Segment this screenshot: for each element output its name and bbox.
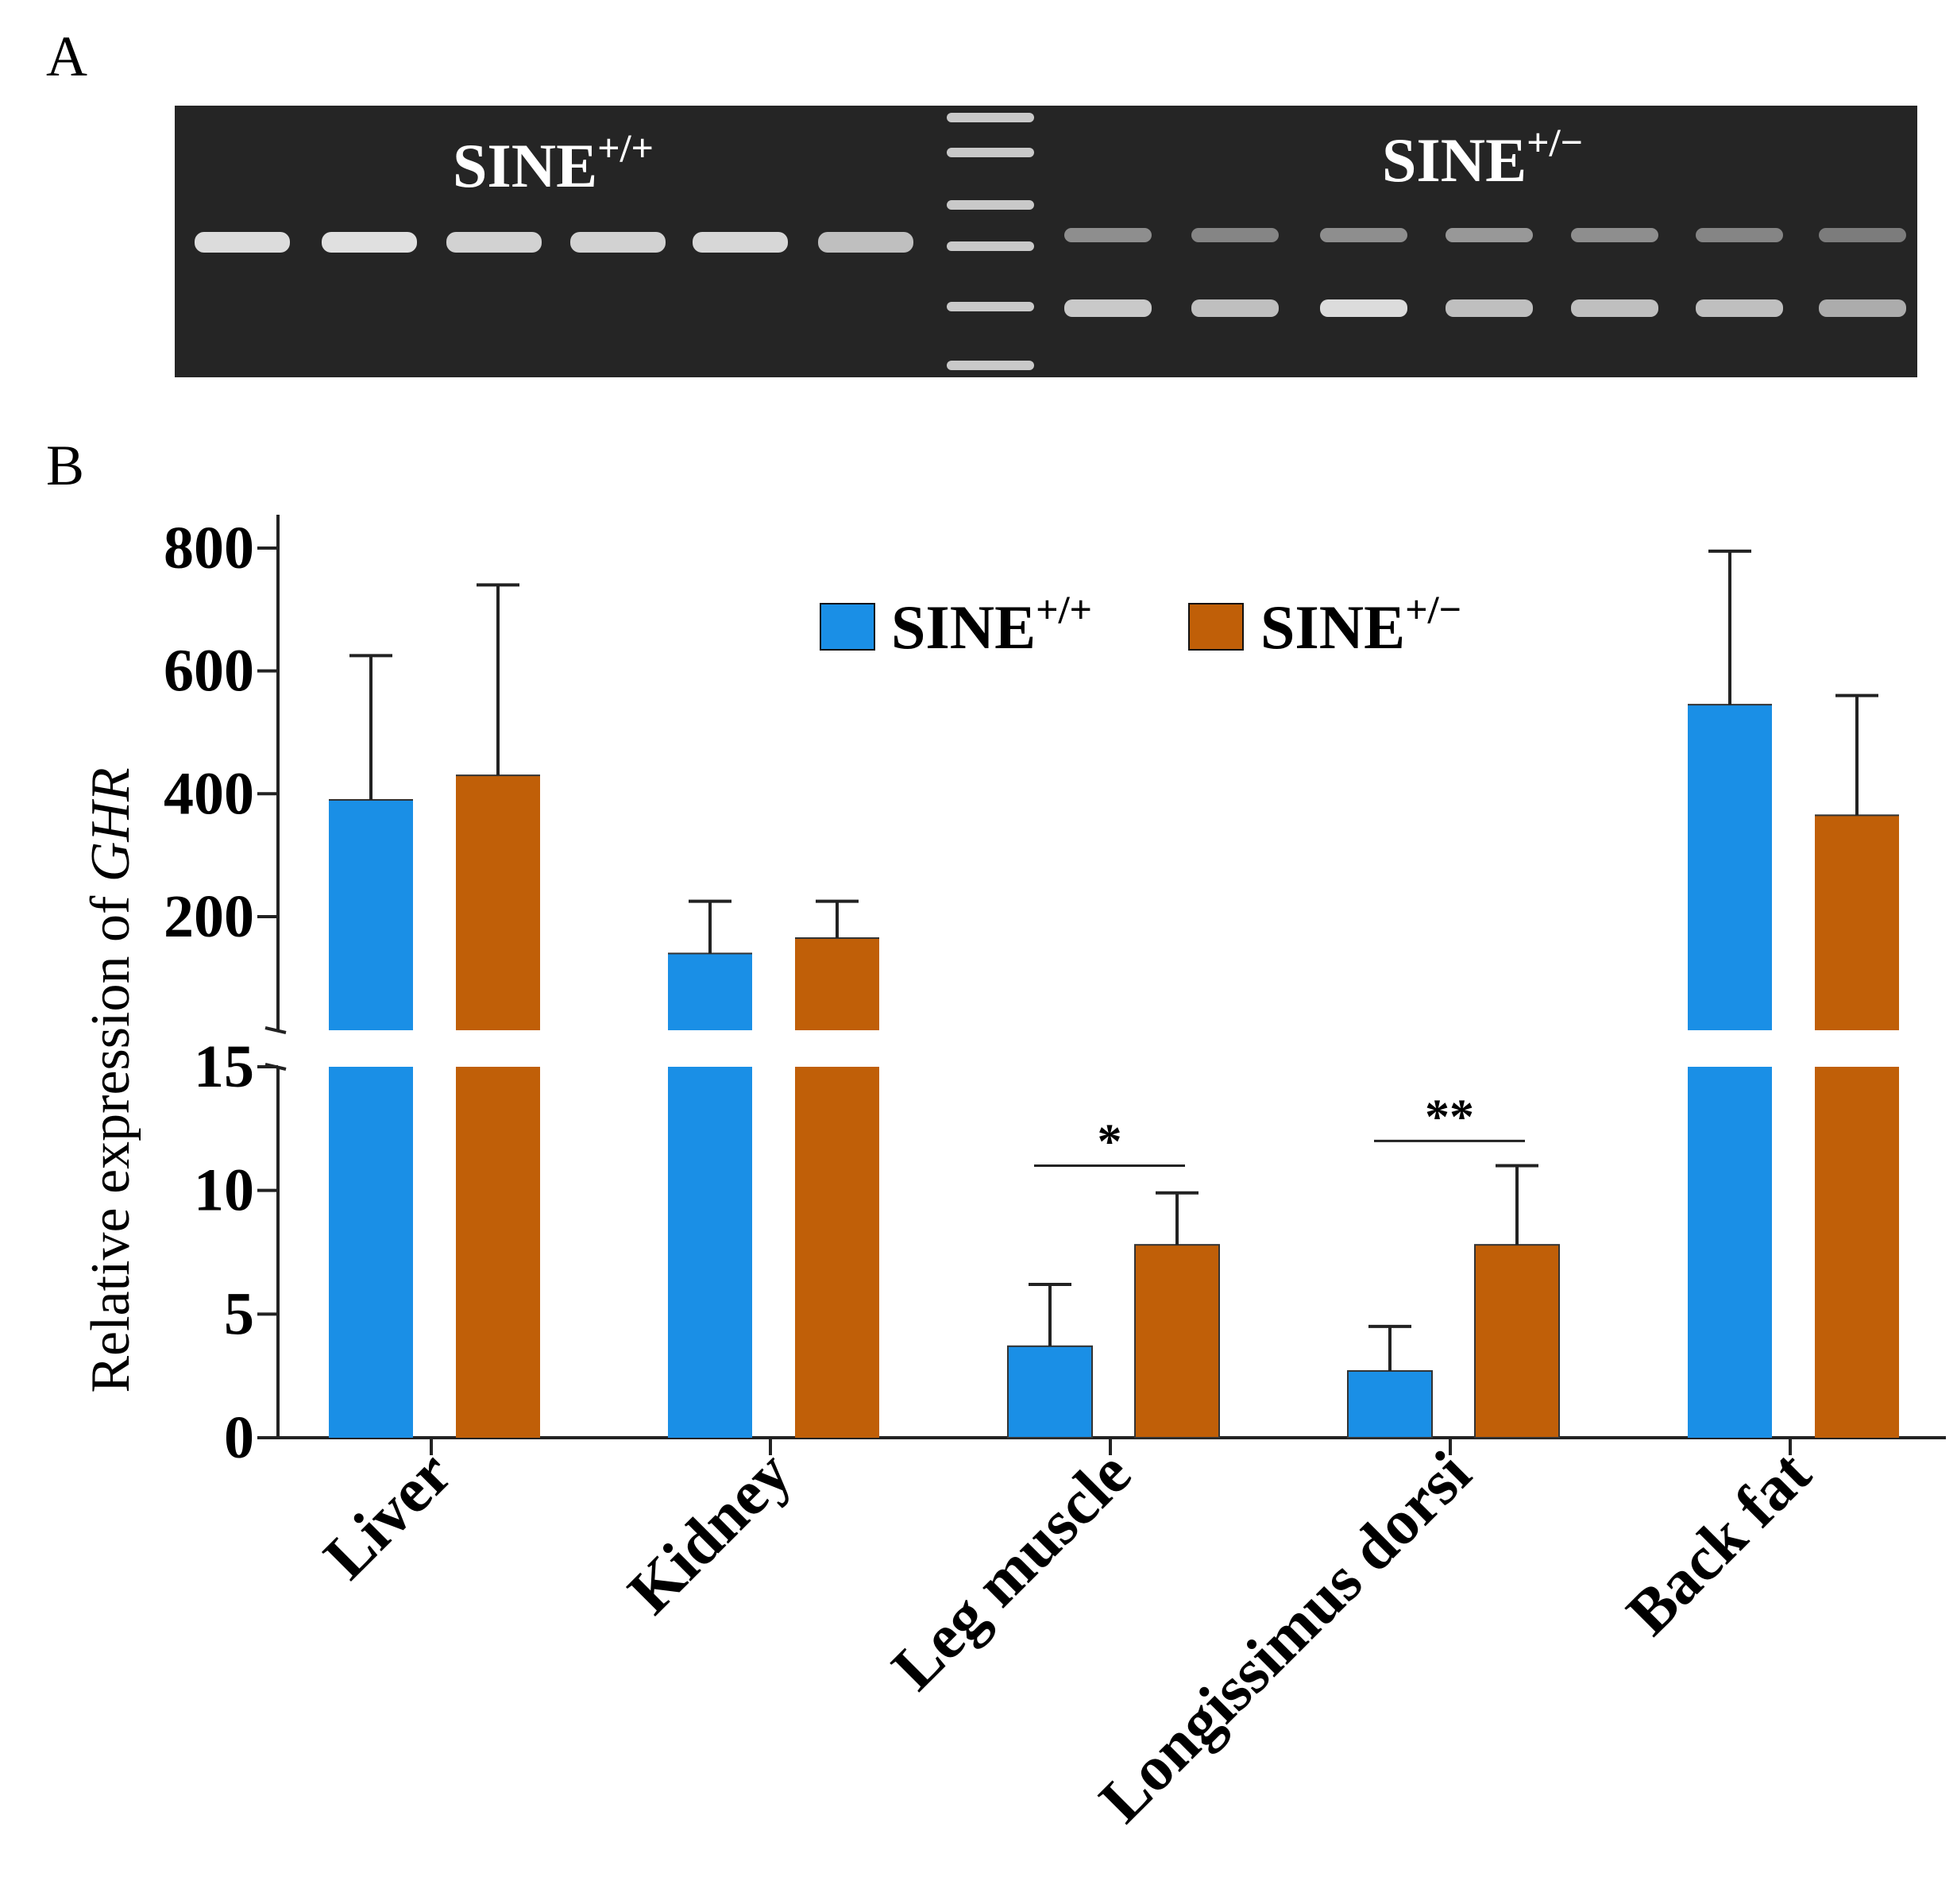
bar-rect [1007, 1345, 1093, 1439]
y-axis-title-gene: GHR [80, 767, 141, 882]
gel-label-sine-homozygous: SINE+/+ [453, 126, 654, 200]
gel-label-sine-heterozygous: SINE+/− [1382, 120, 1583, 195]
bar-kidney-sine-heterozygous [795, 899, 879, 1438]
bar-rect-upper-segment [1688, 705, 1772, 1030]
x-tick-label-leg-muscle: Leg muscle [879, 1439, 1144, 1704]
bar-rect-lower-segment [329, 1067, 413, 1438]
significance-marker-longissimus-dorsi: ** [1425, 1090, 1474, 1144]
ladder-band-5 [947, 302, 1034, 311]
y-tick-label-upper-200: 200 [164, 883, 254, 950]
bar-leg-muscle-sine-heterozygous [1134, 1191, 1220, 1439]
legend-swatch-sine-heterozygous [1188, 603, 1244, 651]
bar-back-fat-sine-heterozygous [1815, 693, 1899, 1438]
gel-image [175, 106, 1917, 377]
y-tick-label-lower-15: 15 [194, 1033, 254, 1100]
legend-left-sup: +/+ [1036, 587, 1092, 631]
bar-rect-upper-segment [456, 775, 540, 1030]
bar-rect-lower-segment [1815, 1067, 1899, 1438]
x-tick-label-liver: Liver [311, 1439, 465, 1593]
y-tick-label-upper-400: 400 [164, 760, 254, 827]
gel-band-right-lower-lane-6 [1696, 299, 1783, 317]
gel-band-left-lane-4 [570, 232, 666, 253]
ladder-band-2 [947, 148, 1034, 157]
bar-kidney-sine-homozygous [668, 899, 752, 1438]
gel-band-left-lane-2 [322, 232, 417, 253]
gel-band-right-upper-lane-1 [1064, 228, 1152, 242]
bar-rect [1134, 1244, 1220, 1439]
bar-longissimus-dorsi-sine-heterozygous [1474, 1164, 1560, 1439]
bar-back-fat-sine-homozygous [1688, 549, 1772, 1438]
gel-band-right-lower-lane-5 [1571, 299, 1658, 317]
bar-rect-lower-segment [456, 1067, 540, 1438]
gel-band-left-lane-3 [446, 232, 542, 253]
gel-band-left-lane-1 [195, 232, 290, 253]
bar-rect [1347, 1369, 1433, 1439]
bar-leg-muscle-sine-homozygous [1007, 1282, 1093, 1439]
gel-band-right-lower-lane-7 [1819, 299, 1906, 317]
legend-swatch-sine-homozygous [820, 603, 875, 651]
legend-right-sup: +/− [1405, 587, 1461, 631]
panel-b-label: B [46, 434, 84, 497]
bar-rect [1474, 1244, 1560, 1439]
gel-label-right-base: SINE [1382, 126, 1527, 195]
gel-band-right-upper-lane-3 [1320, 228, 1407, 242]
gel-band-right-upper-lane-4 [1446, 228, 1533, 242]
panel-a-label: A [46, 25, 87, 88]
ladder-band-6 [947, 361, 1034, 370]
y-axis-title: Relative expression of GHR [80, 767, 141, 1392]
y-tick-label-lower-10: 10 [194, 1157, 254, 1224]
gel-background [175, 106, 1917, 377]
x-tick-label-longissimus-dorsi: Longissimus dorsi [1087, 1439, 1484, 1836]
bar-chart: 0 5 10 15 200 400 600 800 Liver Kidney Leg muscleL… [164, 515, 1946, 1836]
legend-label-sine-heterozygous: SINE+/− [1260, 587, 1461, 662]
bar-longissimus-dorsi-sine-homozygous [1347, 1324, 1433, 1439]
bar-rect-upper-segment [329, 800, 413, 1030]
bar-rect-upper-segment [1815, 815, 1899, 1030]
ladder-band-3 [947, 200, 1034, 210]
legend: SINE+/+ SINE+/− [820, 587, 1461, 662]
gel-band-left-lane-5 [693, 232, 788, 253]
gel-band-right-upper-lane-7 [1819, 228, 1906, 242]
bar-rect-lower-segment [668, 1067, 752, 1438]
gel-band-left-lane-6 [818, 232, 913, 253]
y-tick-label-upper-800: 800 [164, 515, 254, 581]
gel-band-right-upper-lane-6 [1696, 228, 1783, 242]
dna-ladder [947, 113, 1034, 370]
gel-band-right-lower-lane-3 [1320, 299, 1407, 317]
legend-left-base: SINE [891, 593, 1036, 662]
y-tick-label-lower-0: 0 [224, 1404, 254, 1471]
gel-band-right-lower-lane-4 [1446, 299, 1533, 317]
bar-rect-upper-segment [668, 953, 752, 1030]
ladder-band-1 [947, 113, 1034, 122]
y-tick-label-upper-600: 600 [164, 638, 254, 705]
x-tick-label-kidney: Kidney [615, 1439, 804, 1628]
bar-rect-upper-segment [795, 938, 879, 1030]
significance-marker-leg-muscle: * [1098, 1115, 1122, 1169]
x-tick-label-back-fat: Back fat [1614, 1438, 1824, 1648]
y-tick-label-lower-5: 5 [224, 1280, 254, 1347]
y-axis-title-text: Relative expression of [80, 882, 141, 1392]
gel-label-left-base: SINE [453, 131, 597, 200]
gel-bands [195, 228, 1906, 317]
legend-label-sine-homozygous: SINE+/+ [891, 587, 1092, 662]
bar-liver-sine-homozygous [329, 654, 413, 1438]
axis-break-mark-upper [264, 1026, 287, 1034]
legend-right-base: SINE [1260, 593, 1405, 662]
gel-label-left-sup: +/+ [597, 126, 654, 170]
bar-rect-lower-segment [795, 1067, 879, 1438]
gel-band-right-upper-lane-5 [1571, 228, 1658, 242]
gel-band-right-lower-lane-2 [1191, 299, 1279, 317]
gel-label-right-sup: +/− [1527, 120, 1583, 164]
ladder-band-4 [947, 241, 1034, 251]
gel-band-right-lower-lane-1 [1064, 299, 1152, 317]
gel-band-right-upper-lane-2 [1191, 228, 1279, 242]
bar-rect-lower-segment [1688, 1067, 1772, 1438]
bar-liver-sine-heterozygous [456, 583, 540, 1438]
